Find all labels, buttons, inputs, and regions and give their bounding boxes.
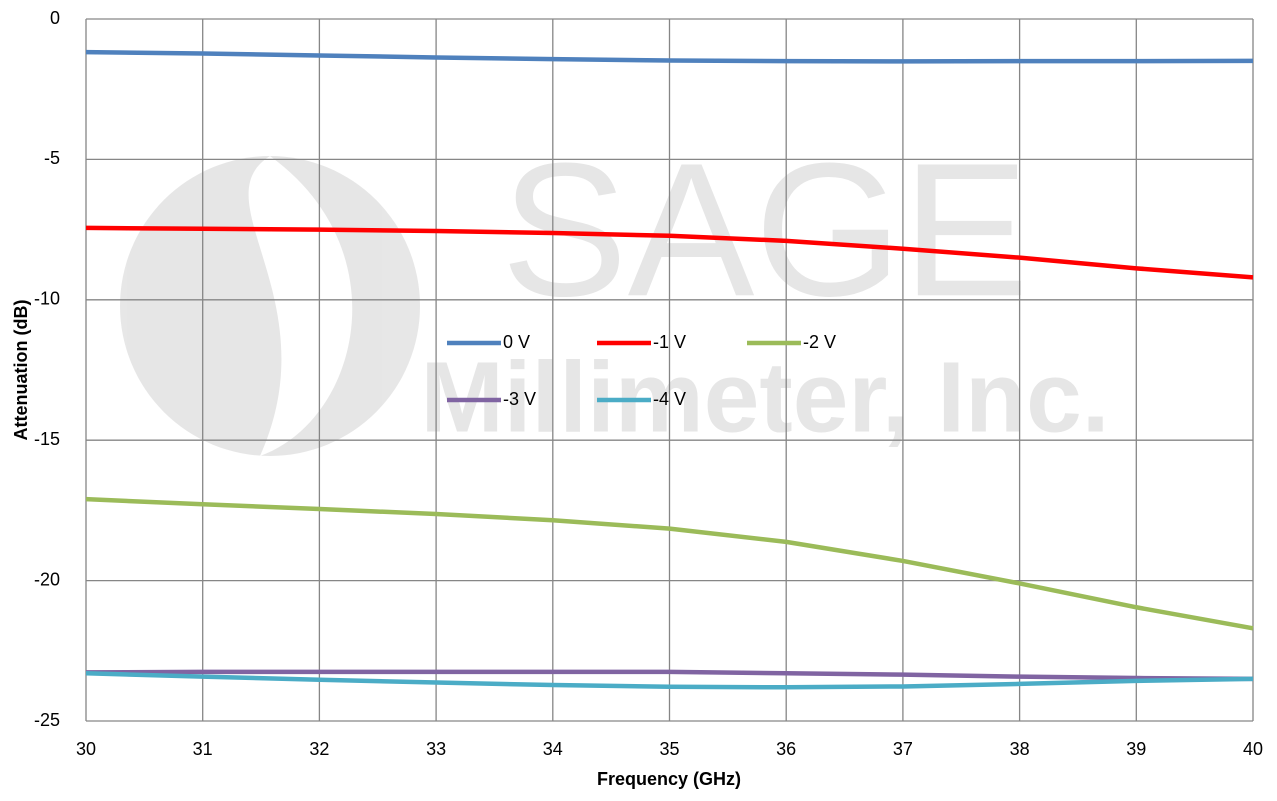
y-tick-label: -10 bbox=[34, 289, 60, 309]
x-tick-label: 35 bbox=[659, 739, 679, 759]
legend-label: 0 V bbox=[503, 332, 530, 352]
x-tick-label: 34 bbox=[543, 739, 563, 759]
y-tick-label: -25 bbox=[34, 710, 60, 730]
y-tick-label: -20 bbox=[34, 569, 60, 589]
legend-label: -1 V bbox=[653, 332, 686, 352]
watermark: Millimeter, Inc. bbox=[420, 341, 1109, 453]
series-line bbox=[85, 496, 1254, 631]
x-tick-label: 39 bbox=[1126, 739, 1146, 759]
series-line bbox=[85, 671, 1254, 690]
legend-label: -2 V bbox=[803, 332, 836, 352]
watermark-logo bbox=[120, 156, 420, 456]
x-tick-label: 32 bbox=[309, 739, 329, 759]
series-line bbox=[85, 225, 1254, 280]
legend-label: -4 V bbox=[653, 389, 686, 409]
y-tick-label: -5 bbox=[44, 148, 60, 168]
x-tick-label: 37 bbox=[893, 739, 913, 759]
x-tick-label: 31 bbox=[193, 739, 213, 759]
x-tick-label: 36 bbox=[776, 739, 796, 759]
series-line bbox=[85, 49, 1254, 64]
x-axis-title: Frequency (GHz) bbox=[597, 769, 741, 789]
y-tick-label: -15 bbox=[34, 429, 60, 449]
y-tick-label: 0 bbox=[50, 8, 60, 28]
series-line bbox=[85, 669, 1254, 682]
y-axis-title: Attenuation (dB) bbox=[11, 300, 31, 441]
x-tick-label: 38 bbox=[1010, 739, 1030, 759]
x-tick-label: 30 bbox=[76, 739, 96, 759]
x-tick-label: 33 bbox=[426, 739, 446, 759]
legend-label: -3 V bbox=[503, 389, 536, 409]
watermark: SAGE bbox=[501, 124, 1029, 336]
x-tick-label: 40 bbox=[1243, 739, 1263, 759]
